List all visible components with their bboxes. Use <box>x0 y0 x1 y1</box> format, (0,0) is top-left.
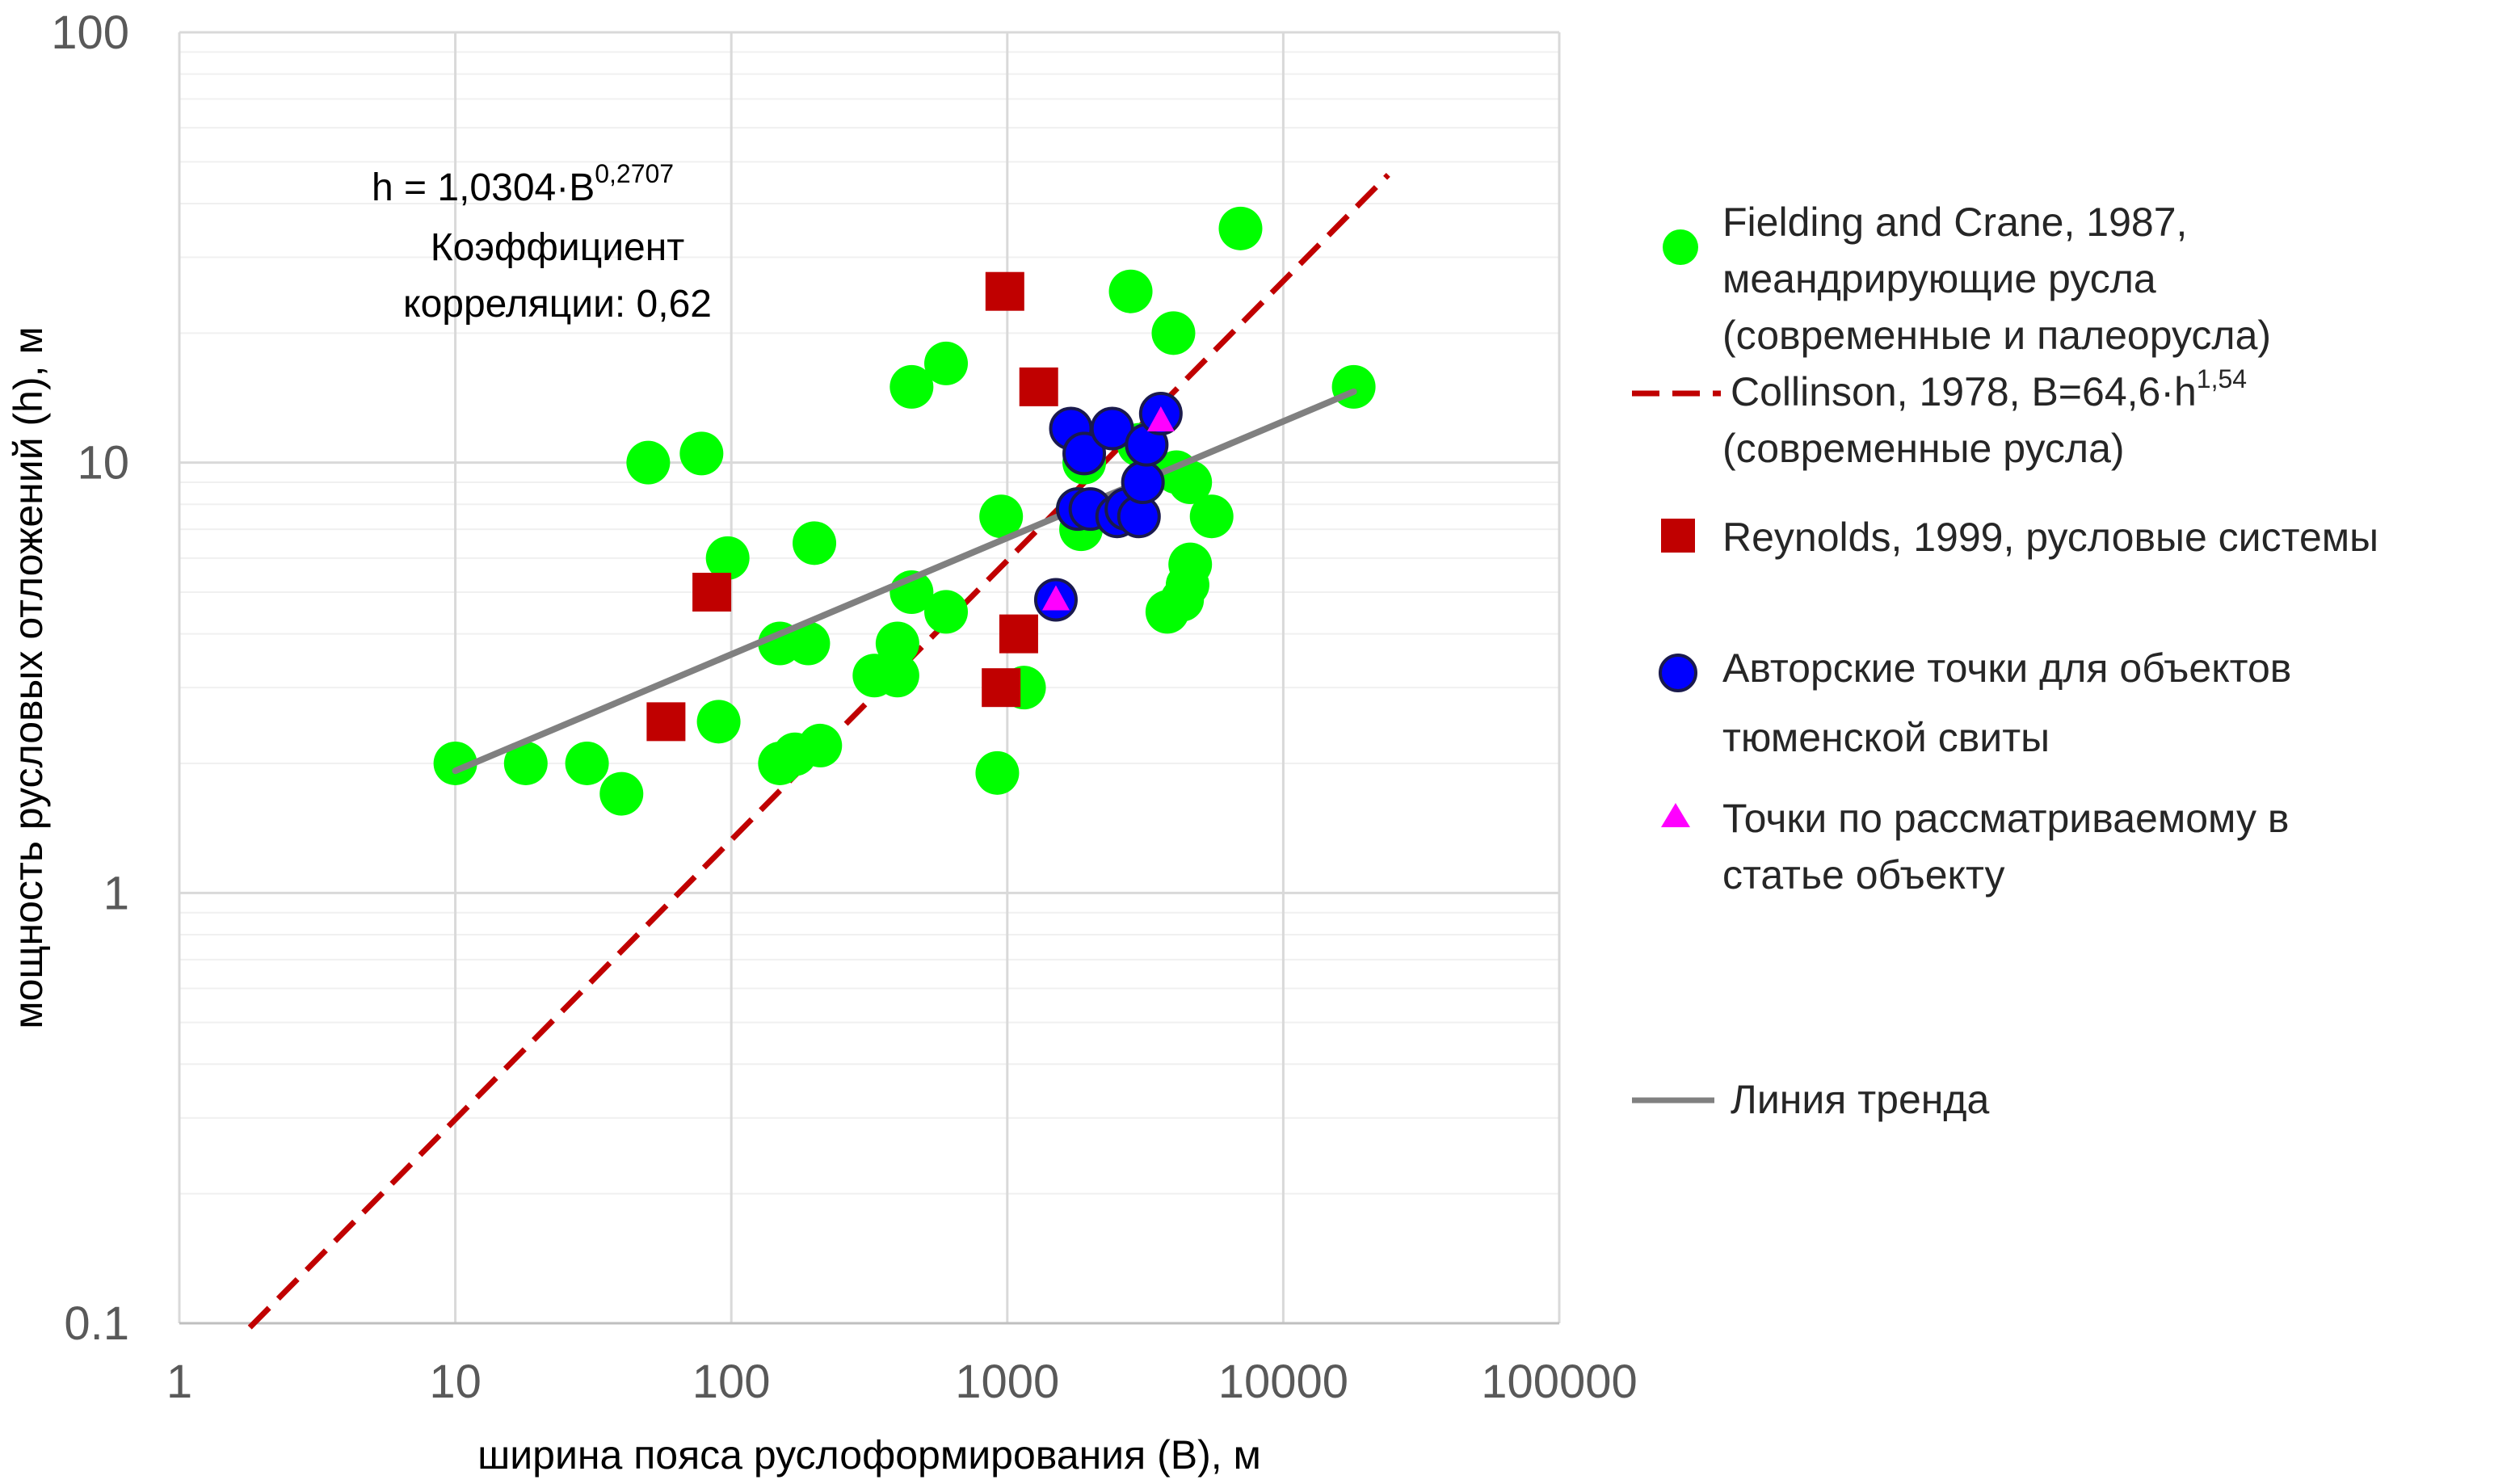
correlation-value: корреляции: 0,62 <box>403 283 712 326</box>
legend-label-object-2: статье объекту <box>1722 852 2004 898</box>
equation-text: h = 1,0304·B0,2707 <box>372 159 674 209</box>
fielding-point <box>798 723 843 767</box>
legend-label-fielding-3: (современные и палеорусла) <box>1722 313 2271 358</box>
fielding-point <box>1151 311 1196 355</box>
object-point <box>1146 406 1175 432</box>
legend-label-trend: Линия тренда <box>1731 1077 1990 1122</box>
legend-item-collinson: Collinson, 1978, B=64,6·h1,54 (современн… <box>1632 364 2247 471</box>
y-tick-label: 10 <box>77 437 129 490</box>
fielding-point <box>626 440 671 485</box>
y-tick-label: 100 <box>51 6 129 59</box>
x-tick-label: 100 <box>692 1356 771 1408</box>
equation-base: h = 1,0304·B <box>372 166 595 209</box>
legend-collinson-base: Collinson, 1978, B=64,6·h <box>1731 369 2197 414</box>
fielding-point <box>1331 364 1376 409</box>
fielding-point <box>1168 460 1213 505</box>
legend-marker-author <box>1659 654 1697 692</box>
legend-item-trend: Линия тренда <box>1632 1077 1990 1122</box>
fielding-point <box>786 621 831 666</box>
reynolds-point <box>999 614 1038 654</box>
x-tick-label: 1000 <box>955 1356 1059 1408</box>
legend-label-object-1: Точки по рассматриваемому в <box>1722 796 2289 841</box>
equation-exponent: 0,2707 <box>595 159 674 188</box>
y-axis-title: мощность русловых отложений (h), м <box>6 326 51 1029</box>
reynolds-point <box>982 668 1021 708</box>
regression-annotation: h = 1,0304·B0,2707 Коэффициент корреляци… <box>372 159 712 326</box>
legend-item-reynolds: Reynolds, 1999, русловые системы <box>1661 515 2378 560</box>
legend-label-collinson-1: Collinson, 1978, B=64,6·h1,54 <box>1731 364 2247 414</box>
x-tick-label: 10000 <box>1218 1356 1348 1408</box>
legend-label-reynolds: Reynolds, 1999, русловые системы <box>1722 515 2378 560</box>
fielding-point <box>875 621 919 666</box>
fielding-point <box>875 654 919 698</box>
legend-marker-fielding <box>1663 229 1698 265</box>
legend-label-fielding-1: Fielding and Crane, 1987, <box>1722 200 2187 245</box>
object-point <box>1041 585 1070 611</box>
y-tick-label: 0.1 <box>64 1297 129 1350</box>
fielding-point <box>599 771 644 816</box>
x-axis-title: ширина пояса руслоформирования (В), м <box>477 1432 1261 1478</box>
fielding-point <box>1189 494 1234 539</box>
legend-item-author: Авторские точки для объектов тюменской с… <box>1659 645 2291 760</box>
author-point <box>1121 460 1165 505</box>
fielding-point <box>679 431 724 476</box>
fielding-point <box>433 741 477 785</box>
author-point <box>1062 431 1107 476</box>
fielding-point <box>924 341 969 385</box>
reynolds-point <box>1019 367 1058 406</box>
reynolds-point <box>985 271 1024 311</box>
legend-marker-reynolds <box>1661 519 1695 553</box>
trend-line <box>452 388 1357 775</box>
fielding-point <box>793 521 837 565</box>
legend: Fielding and Crane, 1987, меандрирующие … <box>1632 200 2378 1122</box>
y-axis-ticks: 0.1 1 10 100 <box>51 6 129 1350</box>
fielding-point <box>1218 206 1263 250</box>
x-tick-label: 10 <box>429 1356 482 1408</box>
fielding-point <box>1108 269 1153 313</box>
fielding-point <box>503 741 548 785</box>
x-tick-label: 100000 <box>1481 1356 1638 1408</box>
legend-label-author-1: Авторские точки для объектов <box>1722 645 2291 691</box>
legend-label-fielding-2: меандрирующие русла <box>1722 256 2156 301</box>
fielding-point <box>1168 542 1213 586</box>
grid-major <box>178 31 1561 1325</box>
fielding-point <box>890 364 934 409</box>
y-tick-label: 1 <box>103 867 129 919</box>
legend-item-fielding: Fielding and Crane, 1987, меандрирующие … <box>1663 200 2271 358</box>
legend-label-collinson-2: (современные русла) <box>1722 426 2125 471</box>
x-axis-ticks: 1 10 100 1000 10000 100000 <box>166 1356 1638 1408</box>
fielding-point <box>924 590 969 634</box>
legend-item-object: Точки по рассматриваемому в статье объек… <box>1661 796 2289 898</box>
legend-collinson-exponent: 1,54 <box>2197 364 2247 393</box>
fielding-point <box>975 750 1020 795</box>
x-tick-label: 1 <box>166 1356 192 1408</box>
fielding-point <box>979 494 1024 539</box>
legend-marker-object <box>1661 803 1690 827</box>
series-points <box>433 206 1376 816</box>
reynolds-point <box>692 573 732 612</box>
legend-label-author-2: тюменской свиты <box>1722 715 2050 760</box>
reynolds-point <box>646 702 686 742</box>
fielding-point <box>705 536 750 580</box>
correlation-label: Коэффициент <box>431 226 684 269</box>
fielding-point <box>696 700 741 744</box>
fielding-point <box>565 741 609 785</box>
